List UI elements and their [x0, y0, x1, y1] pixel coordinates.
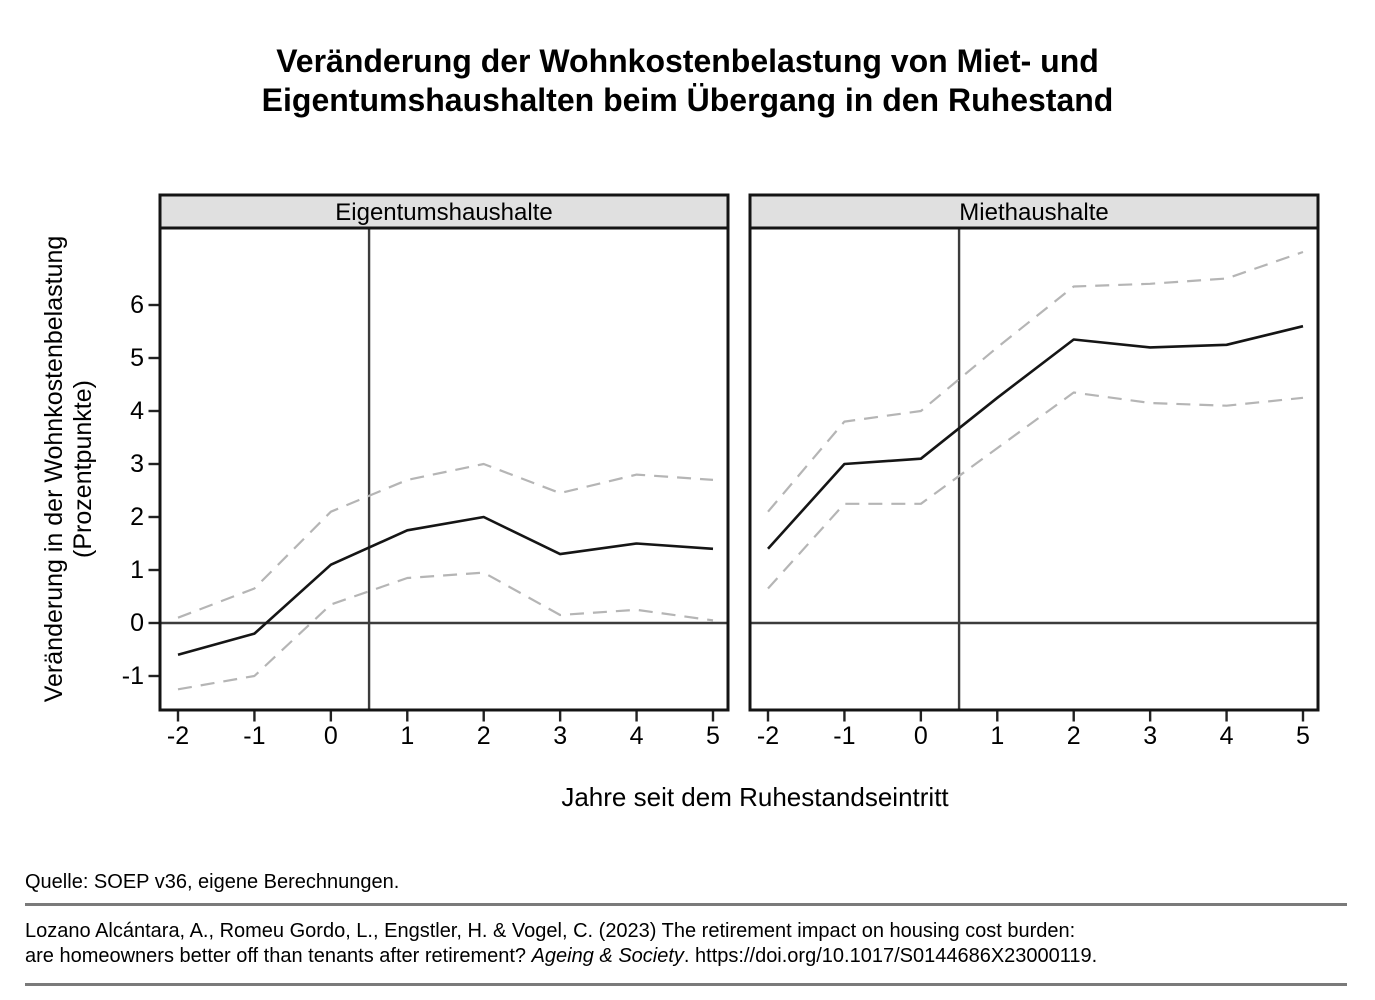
x-tick-label: 0 — [324, 722, 338, 750]
x-tick-label: 2 — [1067, 722, 1081, 750]
panel-header-strip — [158, 193, 730, 230]
x-tick-label: 2 — [477, 722, 491, 750]
y-tick-label: 5 — [130, 344, 144, 372]
panel-border — [158, 226, 730, 712]
y-tick-label: 1 — [130, 556, 144, 584]
panel-header-strip — [748, 193, 1320, 230]
panel-title: Miethaushalte — [959, 199, 1108, 226]
x-tick-label: -1 — [833, 722, 855, 750]
panel-eigentumshaushalte: Eigentumshaushalte -2 -1 0 1 2 3 4 5 -1 0 1 2 3 4 5 6 — [122, 193, 730, 750]
y-tick-label: 4 — [130, 397, 144, 425]
y-tick-label: 2 — [130, 503, 144, 531]
x-axis-ticks: -2 -1 0 1 2 3 4 5 — [757, 711, 1310, 750]
x-axis-title: Jahre seit dem Ruhestandseintritt — [561, 782, 949, 812]
estimate-line — [177, 515, 714, 657]
estimate-line — [767, 324, 1304, 550]
x-tick-label: 5 — [1296, 722, 1310, 750]
divider-rule-bottom — [25, 983, 1347, 986]
citation: Lozano Alcántara, A., Romeu Gordo, L., E… — [25, 919, 1355, 969]
citation-line2-post: . https://doi.org/10.1017/S0144686X23000… — [683, 945, 1098, 967]
source-note: Quelle: SOEP v36, eigene Berechnungen. — [25, 871, 400, 893]
x-tick-label: 5 — [706, 722, 720, 750]
y-axis-ticks: -1 0 1 2 3 4 5 6 — [122, 291, 159, 690]
x-tick-label: 3 — [1143, 722, 1157, 750]
x-axis-ticks: -2 -1 0 1 2 3 4 5 — [167, 711, 720, 750]
y-tick-label: 3 — [130, 450, 144, 478]
citation-line2-pre: are homeowners better off than tenants a… — [25, 945, 532, 967]
ci-lower-line — [177, 571, 714, 691]
chart-title-line1: Veränderung der Wohnkostenbelastung von … — [276, 43, 1099, 79]
x-tick-label: 1 — [990, 722, 1004, 750]
ci-upper-line — [767, 250, 1304, 513]
chart-title: Veränderung der Wohnkostenbelastung von … — [0, 42, 1375, 120]
x-tick-label: -1 — [243, 722, 265, 750]
panel-title: Eigentumshaushalte — [335, 199, 552, 226]
x-tick-label: 4 — [1220, 722, 1234, 750]
y-tick-label: 0 — [130, 609, 144, 637]
citation-line1: Lozano Alcántara, A., Romeu Gordo, L., E… — [25, 920, 1076, 942]
panel-border — [748, 226, 1320, 712]
y-axis-title: Veränderung in der Wohnkostenbelastung(P… — [40, 236, 97, 703]
y-tick-label: 6 — [130, 291, 144, 319]
chart-title-line2: Eigentumshaushalten beim Übergang in den… — [261, 82, 1114, 118]
ci-lower-line — [767, 391, 1304, 590]
x-tick-label: -2 — [757, 722, 779, 750]
ci-upper-line — [177, 462, 714, 619]
x-tick-label: -2 — [167, 722, 189, 750]
x-tick-label: 4 — [630, 722, 644, 750]
y-tick-label: -1 — [122, 662, 144, 690]
divider-rule-top — [25, 903, 1347, 906]
citation-journal: Ageing & Society — [531, 945, 684, 967]
x-tick-label: 0 — [914, 722, 928, 750]
panel-miethaushalte: Miethaushalte -2 -1 0 1 2 3 4 5 — [748, 193, 1320, 750]
x-tick-label: 3 — [553, 722, 567, 750]
x-tick-label: 1 — [400, 722, 414, 750]
